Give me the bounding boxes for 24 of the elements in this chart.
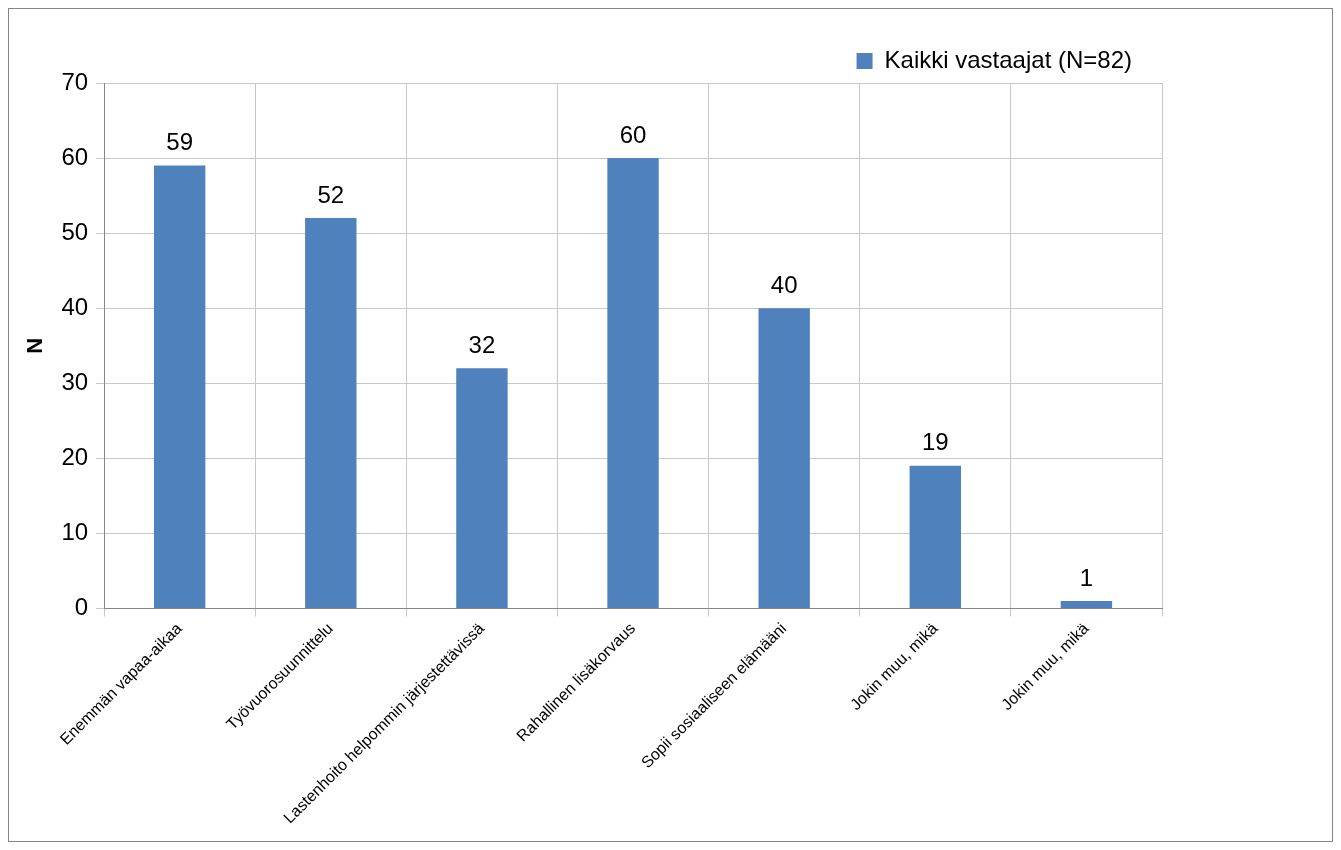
- y-tick-label: 0: [74, 593, 89, 621]
- y-tick-label: 70: [61, 67, 89, 95]
- bar: [909, 465, 961, 608]
- y-axis-title: N: [22, 337, 48, 354]
- bar: [456, 368, 508, 608]
- data-label: 19: [921, 428, 949, 456]
- bar: [1060, 600, 1113, 608]
- data-label: 60: [619, 120, 647, 148]
- y-tick-label: 10: [61, 518, 89, 546]
- legend-label: Kaikki vastaajat (N=82): [884, 45, 1133, 73]
- bar: [305, 218, 357, 608]
- y-tick-label: 20: [61, 442, 89, 470]
- bar: [153, 165, 206, 608]
- y-tick-label: 30: [61, 367, 89, 395]
- data-label: 59: [166, 128, 194, 156]
- y-tick-label: 60: [61, 142, 89, 170]
- data-label: 52: [317, 180, 345, 208]
- bar: [607, 158, 659, 608]
- y-tick-label: 40: [61, 292, 89, 320]
- data-label: 32: [468, 330, 496, 358]
- y-tick-label: 50: [61, 217, 89, 245]
- bar: [758, 308, 810, 608]
- data-label: 40: [770, 270, 798, 298]
- data-label: 1: [1079, 563, 1094, 591]
